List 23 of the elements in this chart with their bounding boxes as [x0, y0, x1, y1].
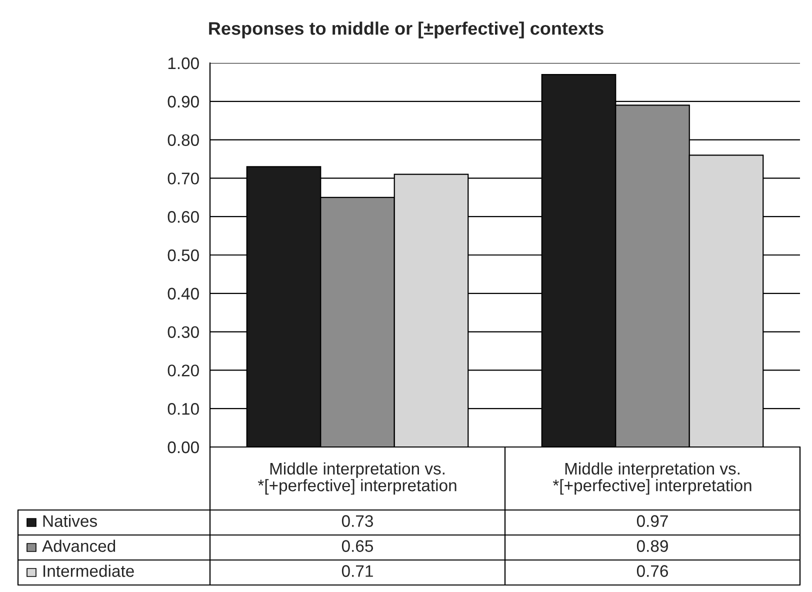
- x-tick-label: Middle interpretation vs. *[+perfective] interpretation: [552, 462, 752, 495]
- chart-title: Responses to middle or [±perfective] contexts: [209, 22, 604, 38]
- data-label: 0.76: [636, 565, 668, 577]
- y-tick-label: 0.20: [168, 364, 199, 376]
- data-label: 0.65: [342, 540, 374, 552]
- x-tick-label: Middle interpretation vs. *[+perfective] interpretation: [258, 462, 456, 495]
- data-label: 0.71: [342, 565, 373, 577]
- y-tick-label: 0.80: [168, 134, 199, 146]
- y-tick-label: 0.70: [168, 172, 199, 184]
- y-tick-label: 0.10: [168, 403, 199, 415]
- data-label: 0.89: [636, 540, 668, 552]
- data-label: 0.73: [342, 515, 373, 527]
- y-tick-label: 0.00: [168, 441, 199, 454]
- data-label: 0.97: [636, 515, 668, 527]
- y-tick-label: 0.40: [168, 288, 199, 300]
- y-tick-label: 1.00: [168, 57, 199, 70]
- y-tick-label: 0.90: [168, 96, 199, 108]
- legend-label: Advanced: [42, 540, 116, 552]
- y-tick-label: 0.60: [168, 211, 199, 223]
- y-tick-label: 0.30: [168, 326, 199, 338]
- y-tick-label: 0.50: [168, 249, 199, 262]
- legend-label: Natives: [43, 514, 97, 527]
- legend-label: Intermediate: [44, 564, 134, 577]
